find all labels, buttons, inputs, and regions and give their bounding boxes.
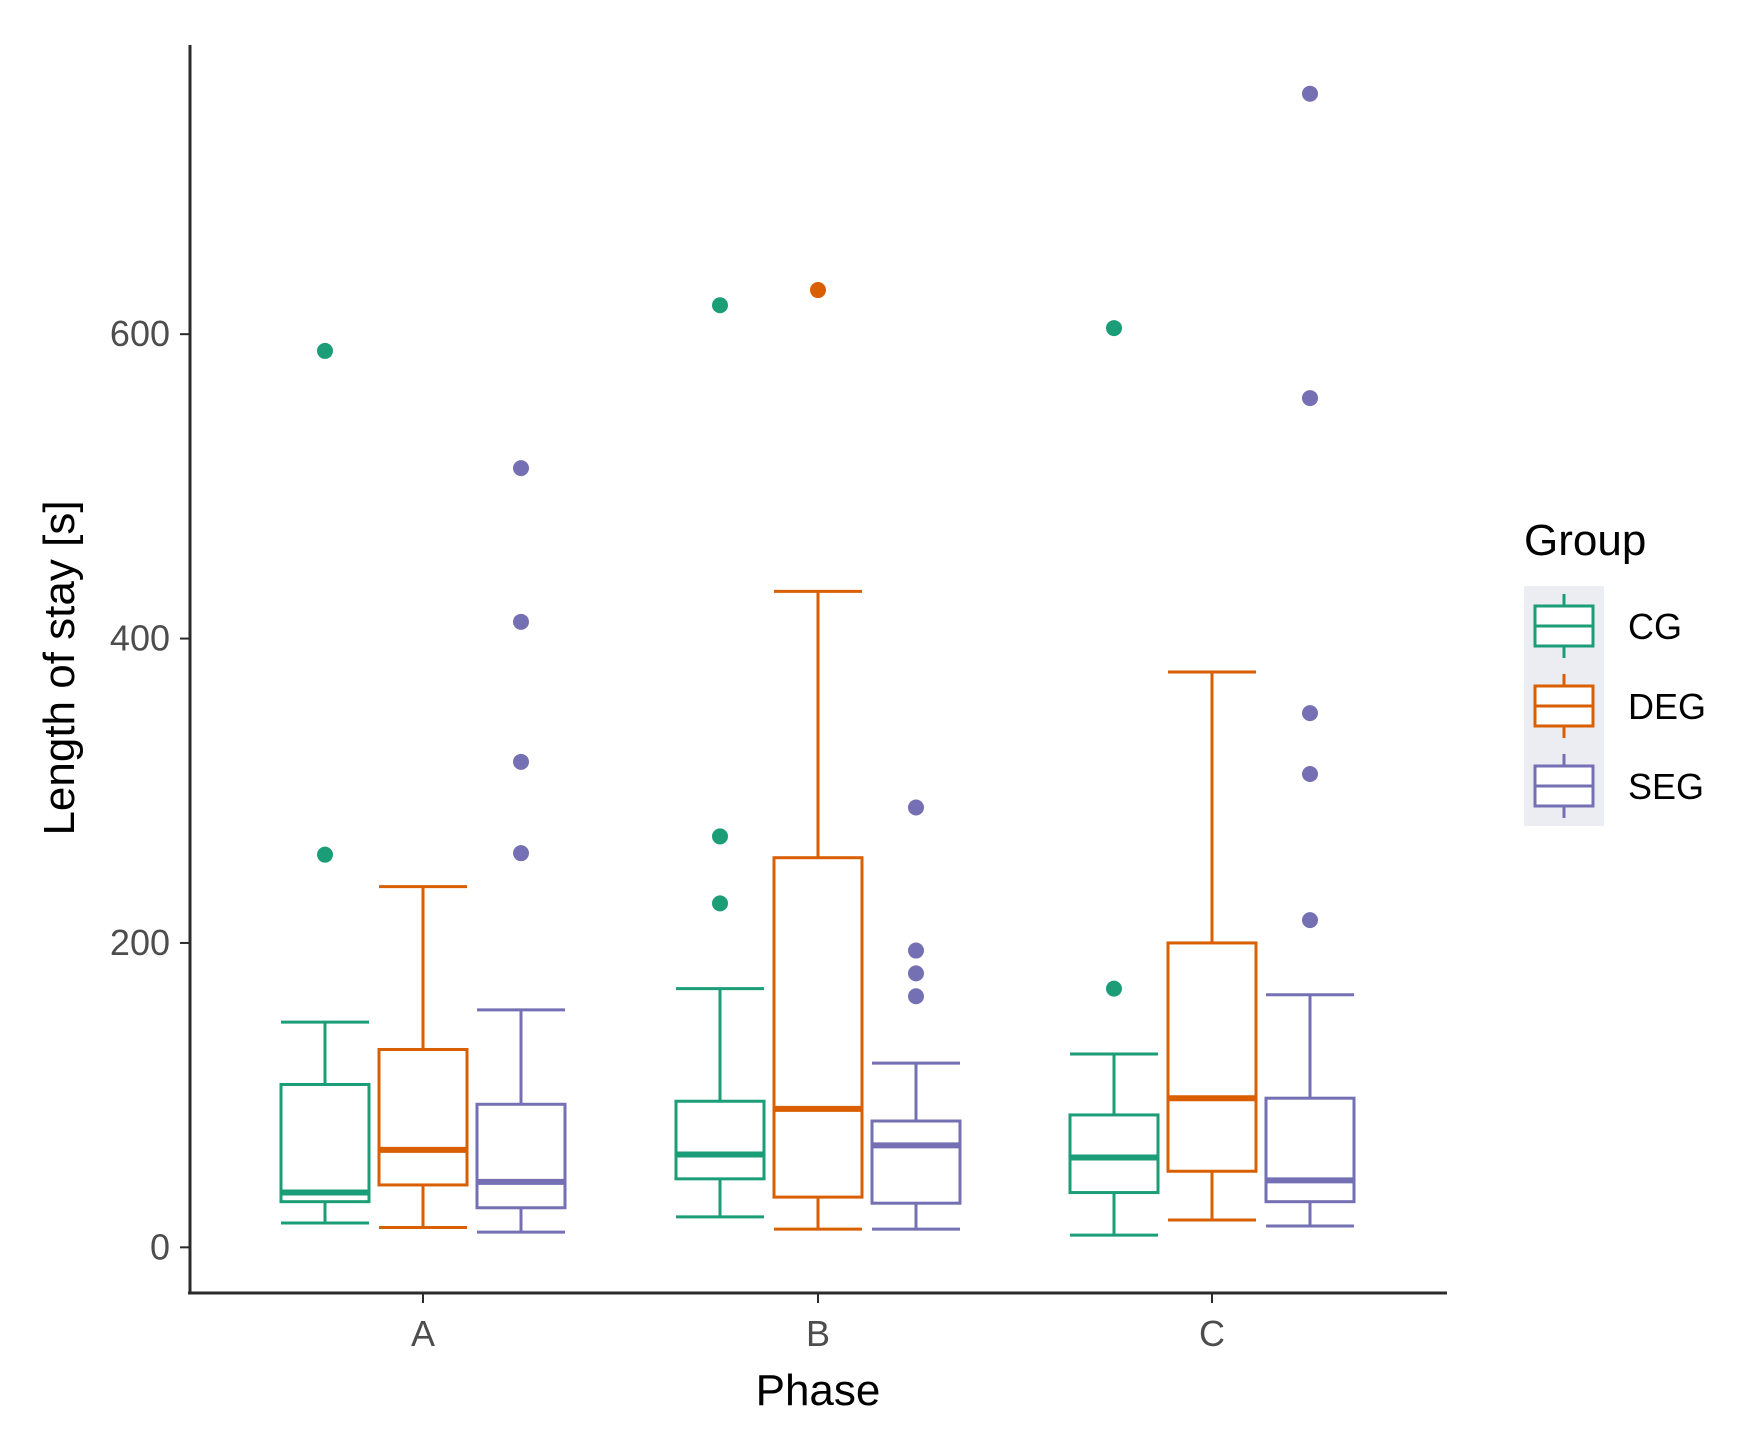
outlier-point [908, 965, 924, 982]
legend-item-SEG: SEG [1533, 754, 1704, 818]
outlier-point [712, 828, 728, 845]
outlier-point [513, 460, 529, 477]
box-iqr [1166, 941, 1258, 1173]
outlier-point [1302, 85, 1318, 102]
outlier-point [1106, 980, 1122, 997]
box-DEG-B [772, 282, 864, 1231]
legend-items: CG DEG SEG [1533, 594, 1706, 818]
box-iqr [1264, 1096, 1356, 1204]
box-SEG-B [870, 799, 962, 1231]
box-DEG-A [377, 885, 469, 1230]
box-iqr [772, 856, 864, 1199]
y-tick-label-200: 200 [110, 922, 170, 963]
box-iqr [870, 1119, 962, 1205]
box-SEG-A [475, 460, 567, 1234]
box-DEG-C [1166, 670, 1258, 1222]
legend-label: SEG [1628, 766, 1704, 807]
outlier-point [513, 753, 529, 770]
box-iqr [279, 1082, 371, 1204]
y-axis-ticks: 0 200 400 600 [110, 313, 190, 1267]
x-tick-label-C: C [1199, 1313, 1225, 1354]
outlier-point [513, 613, 529, 630]
legend-item-CG: CG [1533, 594, 1682, 658]
outlier-point [1302, 766, 1318, 783]
box-SEG-C [1264, 85, 1356, 1228]
outlier-point [317, 846, 333, 863]
legend-label: DEG [1628, 686, 1706, 727]
box-CG-A [279, 342, 371, 1225]
outlier-point [712, 297, 728, 314]
outlier-point [1106, 320, 1122, 337]
outlier-point [1302, 705, 1318, 722]
outlier-point [908, 988, 924, 1005]
outlier-point [317, 342, 333, 359]
y-tick-label-400: 400 [110, 618, 170, 659]
outlier-point [908, 942, 924, 959]
legend-title: Group [1524, 516, 1646, 565]
box-CG-B [674, 297, 766, 1219]
x-axis-title: Phase [756, 1366, 881, 1415]
outlier-point [1302, 912, 1318, 929]
outlier-point [712, 895, 728, 912]
outlier-point [513, 845, 529, 862]
box-iqr [674, 1099, 766, 1181]
box-CG-C [1068, 320, 1160, 1237]
x-axis-ticks: A B C [411, 1293, 1225, 1354]
plot-marks [279, 85, 1356, 1237]
legend-label: CG [1628, 606, 1682, 647]
box-iqr [1068, 1113, 1160, 1195]
legend: Group CG DEG SEG [1524, 516, 1706, 826]
outlier-point [1302, 390, 1318, 407]
x-tick-label-A: A [411, 1313, 435, 1354]
legend-item-DEG: DEG [1533, 674, 1706, 738]
y-axis-title: Length of stay [s] [35, 500, 84, 835]
outlier-point [810, 282, 826, 299]
y-tick-label-0: 0 [150, 1226, 170, 1267]
y-tick-label-600: 600 [110, 313, 170, 354]
x-tick-label-B: B [806, 1313, 830, 1354]
outlier-point [908, 799, 924, 816]
box-iqr [475, 1102, 567, 1210]
box-iqr [377, 1047, 469, 1187]
